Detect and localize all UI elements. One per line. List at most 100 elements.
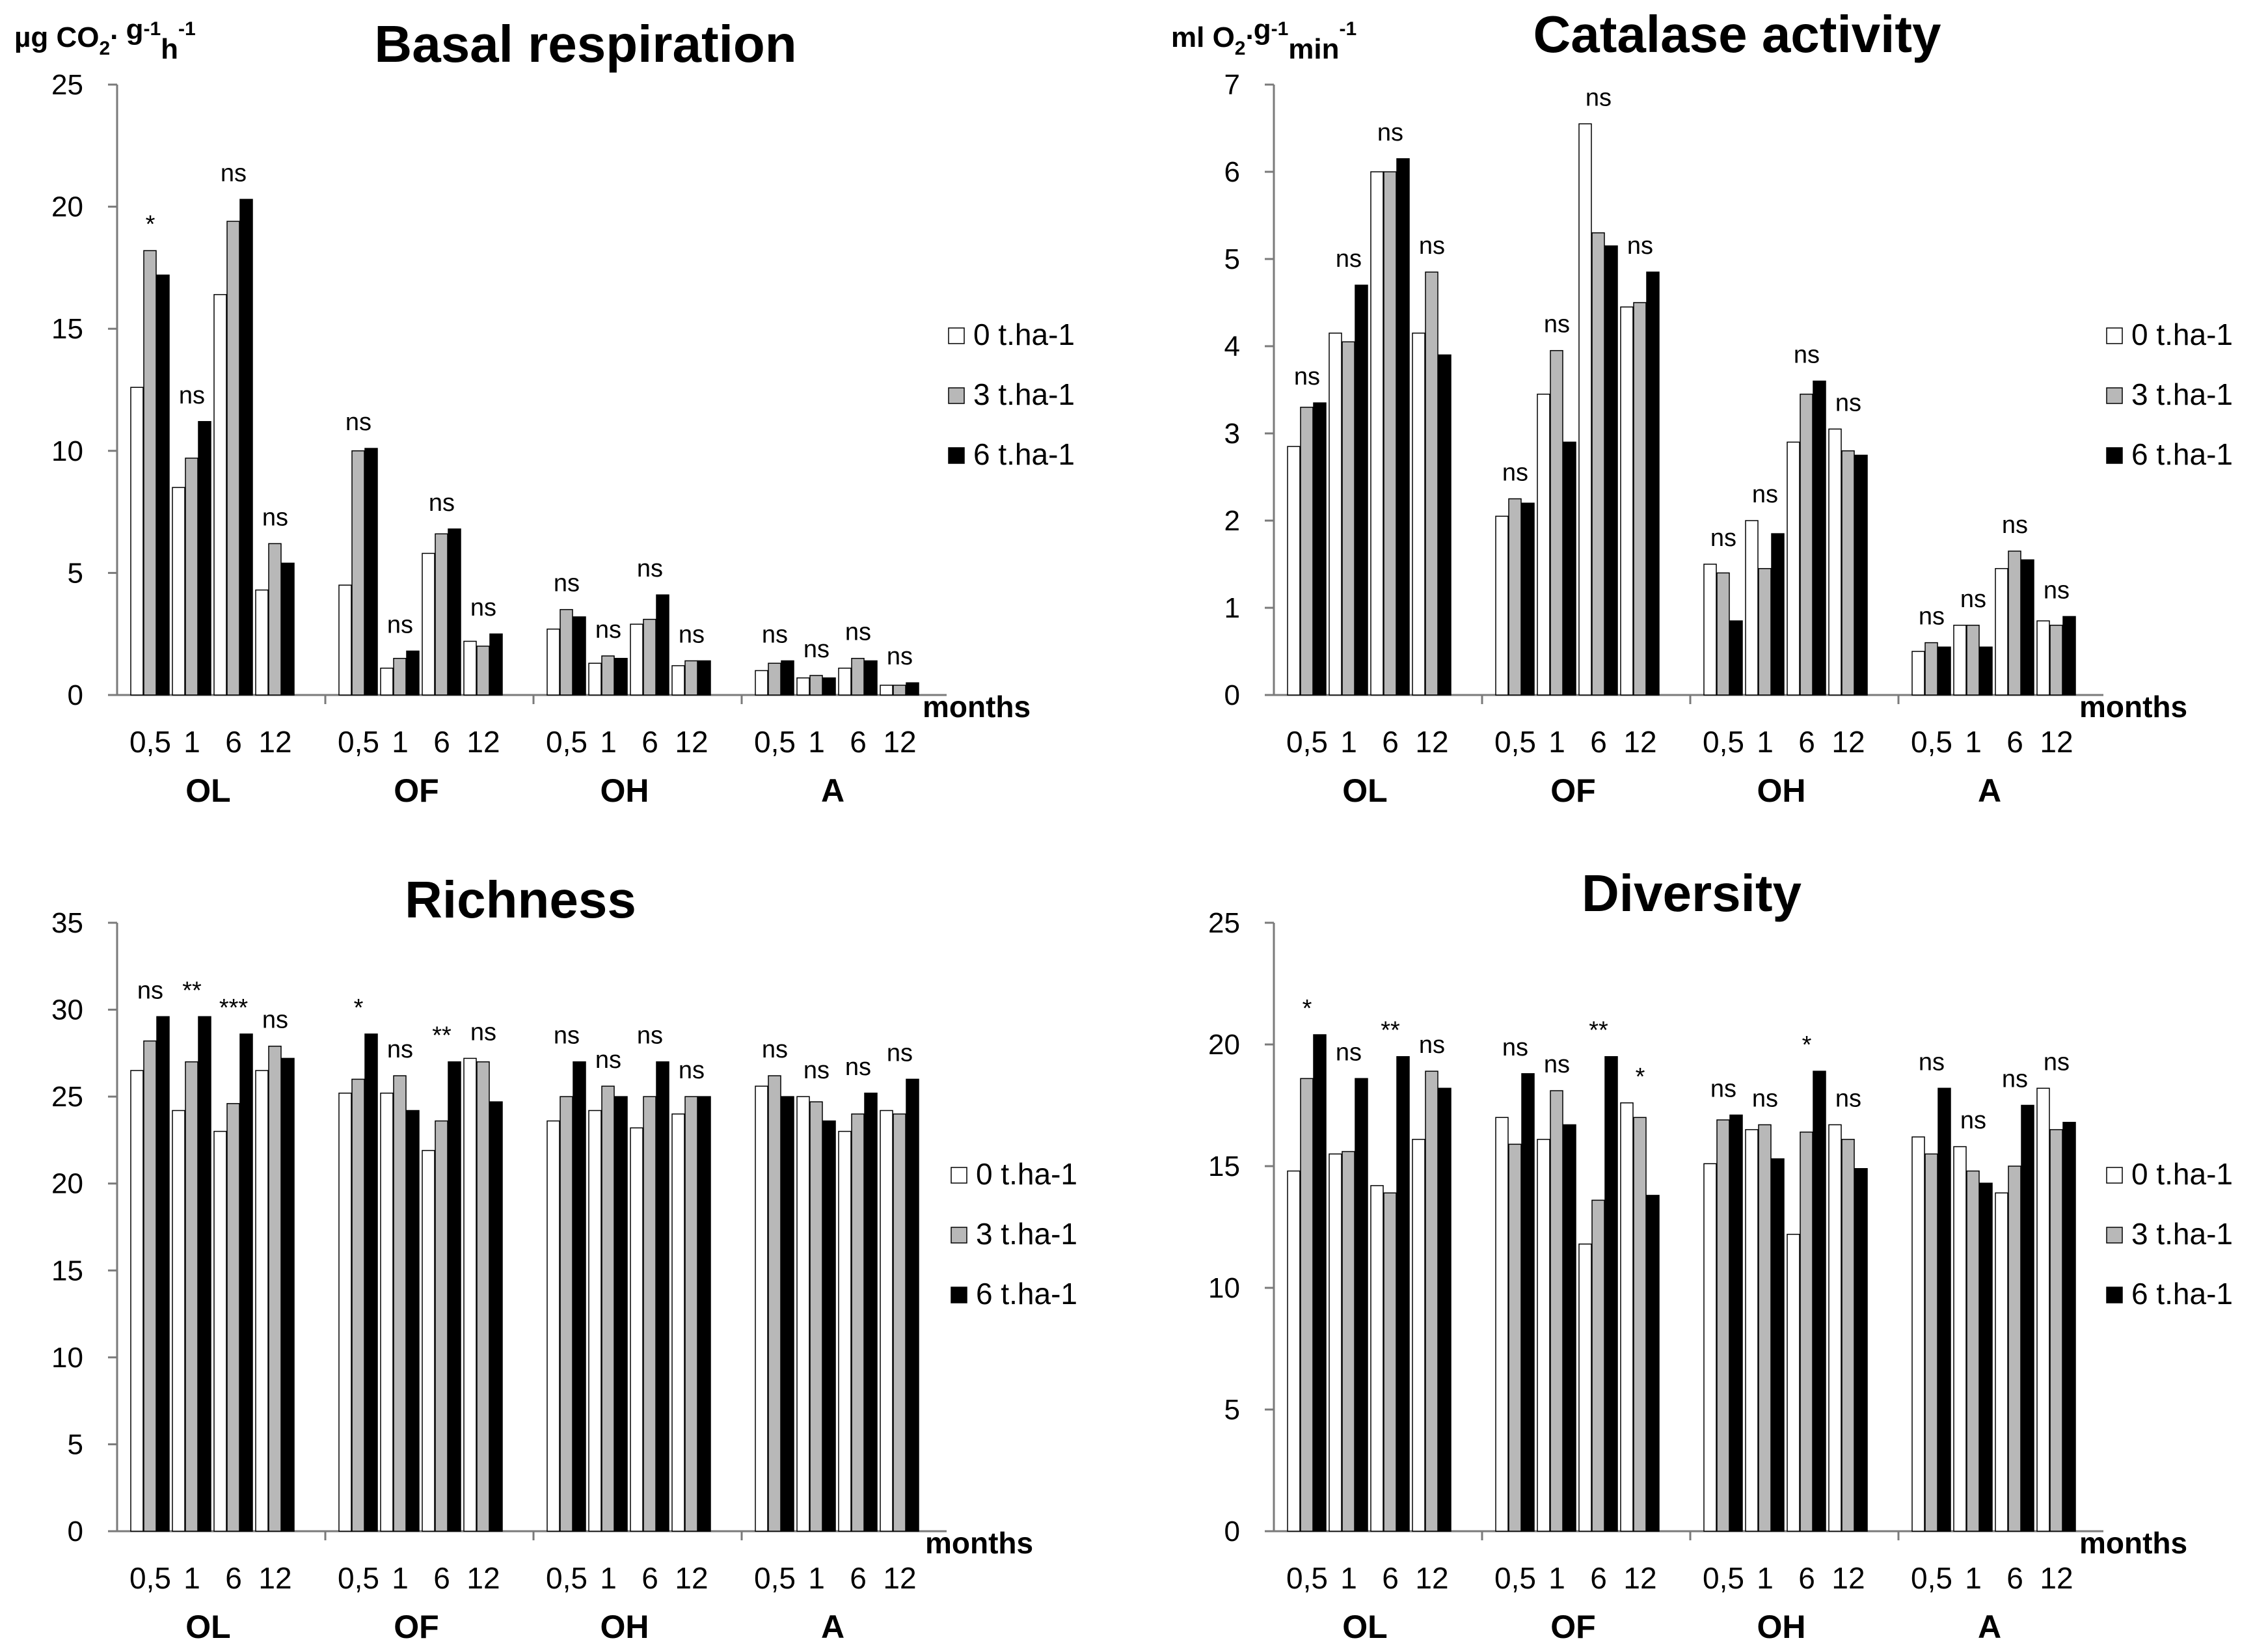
significance-label: ns [2044,577,2070,604]
significance-label: ns [554,570,580,597]
bar-OL-12-s2 [281,1057,295,1532]
x-category-label: 1 [1340,725,1357,759]
bar-OH-1-s1 [601,1085,615,1532]
x-category-label: 0,5 [754,1561,796,1595]
significance-label: ns [1294,363,1320,390]
x-category-label: 6 [850,725,867,759]
bar-OL-1-s1 [185,1061,198,1532]
bar-OF-6-s1 [435,533,448,696]
x-category-label: 12 [466,1561,500,1595]
legend-label: 3 t.ha-1 [976,1217,1077,1251]
bar-OH-6-s0 [630,623,643,696]
significance-label: ** [182,977,202,1004]
x-category-label: 0,5 [1494,1561,1536,1595]
y-tick-label: 35 [51,907,83,939]
bar-OL-1-s2 [1355,1078,1368,1532]
bar-A-12-s0 [2036,1087,2050,1532]
x-category-label: 6 [433,1561,450,1595]
significance-label: ns [679,621,705,648]
significance-label: ns [387,611,413,638]
bar-OH-6-s2 [1813,1070,1826,1532]
x-group-label: OF [1550,1609,1595,1645]
bar-A-6-s2 [864,1093,878,1532]
x-category-label: 0,5 [1703,1561,1744,1595]
y-tick-label: 1 [1224,592,1240,624]
x-category-label: 6 [1382,1561,1399,1595]
x-category-label: 0,5 [1286,1561,1328,1595]
bar-OF-12-s2 [489,1101,503,1532]
bar-OH-1-s0 [1745,1129,1759,1532]
bar-A-6-s2 [864,660,878,696]
bar-OF-1-s1 [1550,1090,1563,1532]
y-tick-label: 0 [1224,1516,1240,1547]
bar-OH-12-s0 [671,665,685,696]
y-tick-label: 5 [68,1428,83,1460]
legend-label: 3 t.ha-1 [973,377,1075,411]
legend-label: 0 t.ha-1 [976,1157,1077,1191]
significance-label: ns [262,504,288,531]
x-axis-title: months [2079,690,2187,724]
significance-label: ns [637,1022,663,1050]
legend-swatch [948,327,965,344]
x-category-label: 0,5 [129,1561,171,1595]
significance-label: ns [2002,1066,2028,1093]
bar-OF-1-s2 [1563,441,1576,696]
legend-label: 6 t.ha-1 [973,437,1075,471]
bar-OH-6-s1 [1800,393,1813,696]
bar-OH-0_5-s0 [547,628,560,696]
x-category-label: 0,5 [546,1561,587,1595]
bar-OF-6-s1 [1591,1199,1605,1532]
x-axis-title: months [923,690,1031,724]
y-tick-label: 5 [68,557,83,589]
x-category-label: 6 [1590,725,1607,759]
significance-label: ** [1381,1017,1400,1044]
x-category-label: 0,5 [1286,725,1328,759]
x-category-label: 1 [183,1561,200,1595]
bar-OH-6-s0 [1787,1233,1800,1532]
bar-A-6-s2 [2021,1104,2034,1532]
significance-label: ns [2044,1048,2070,1076]
bar-OF-1-s0 [380,1093,394,1532]
bar-OL-0_5-s2 [1313,402,1327,696]
bar-OF-12-s2 [1646,1195,1660,1532]
bar-OL-6-s0 [1370,1185,1384,1532]
significance-label: ** [432,1022,452,1050]
bar-OH-0_5-s1 [1716,1119,1730,1532]
chart-title: Richness [405,871,636,929]
bar-OL-1-s1 [1342,1151,1355,1532]
legend-swatch [948,387,965,404]
bar-OL-1-s1 [185,457,198,696]
significance-label: ns [387,1036,413,1063]
y-tick-label: 10 [51,435,83,467]
x-category-label: 1 [808,725,825,759]
bar-OH-6-s0 [1787,441,1800,696]
significance-label: ns [1752,481,1778,508]
bar-OL-6-s1 [226,1103,240,1532]
x-axis-title: months [2079,1526,2187,1560]
significance-label: ns [1502,459,1528,487]
bar-OH-1-s0 [1745,520,1759,696]
x-category-label: 0,5 [1911,1561,1952,1595]
bar-A-1-s0 [1953,1146,1967,1532]
legend-label: 6 t.ha-1 [2131,437,2233,471]
x-category-label: 12 [1623,725,1656,759]
x-category-label: 6 [2006,1561,2023,1595]
bar-OL-1-s0 [1329,1153,1342,1532]
bar-A-6-s2 [2021,559,2034,696]
bar-A-1-s0 [1953,625,1967,696]
significance-label: ns [1544,311,1570,338]
bar-A-6-s1 [2008,1165,2021,1532]
bar-OF-6-s2 [448,528,461,696]
y-tick-label: 20 [51,191,83,223]
y-tick-label: 4 [1224,331,1240,362]
legend-label: 0 t.ha-1 [973,318,1075,351]
significance-label: ns [1419,232,1445,260]
bar-OF-12-s2 [1646,271,1660,696]
bar-OH-0_5-s1 [560,1096,573,1532]
bar-OF-0_5-s0 [1495,515,1509,696]
y-tick-label: 10 [1208,1272,1240,1304]
legend-swatch [2106,327,2123,344]
x-category-label: 0,5 [338,1561,379,1595]
x-category-label: 1 [1757,1561,1774,1595]
significance-label: ns [470,1018,496,1046]
